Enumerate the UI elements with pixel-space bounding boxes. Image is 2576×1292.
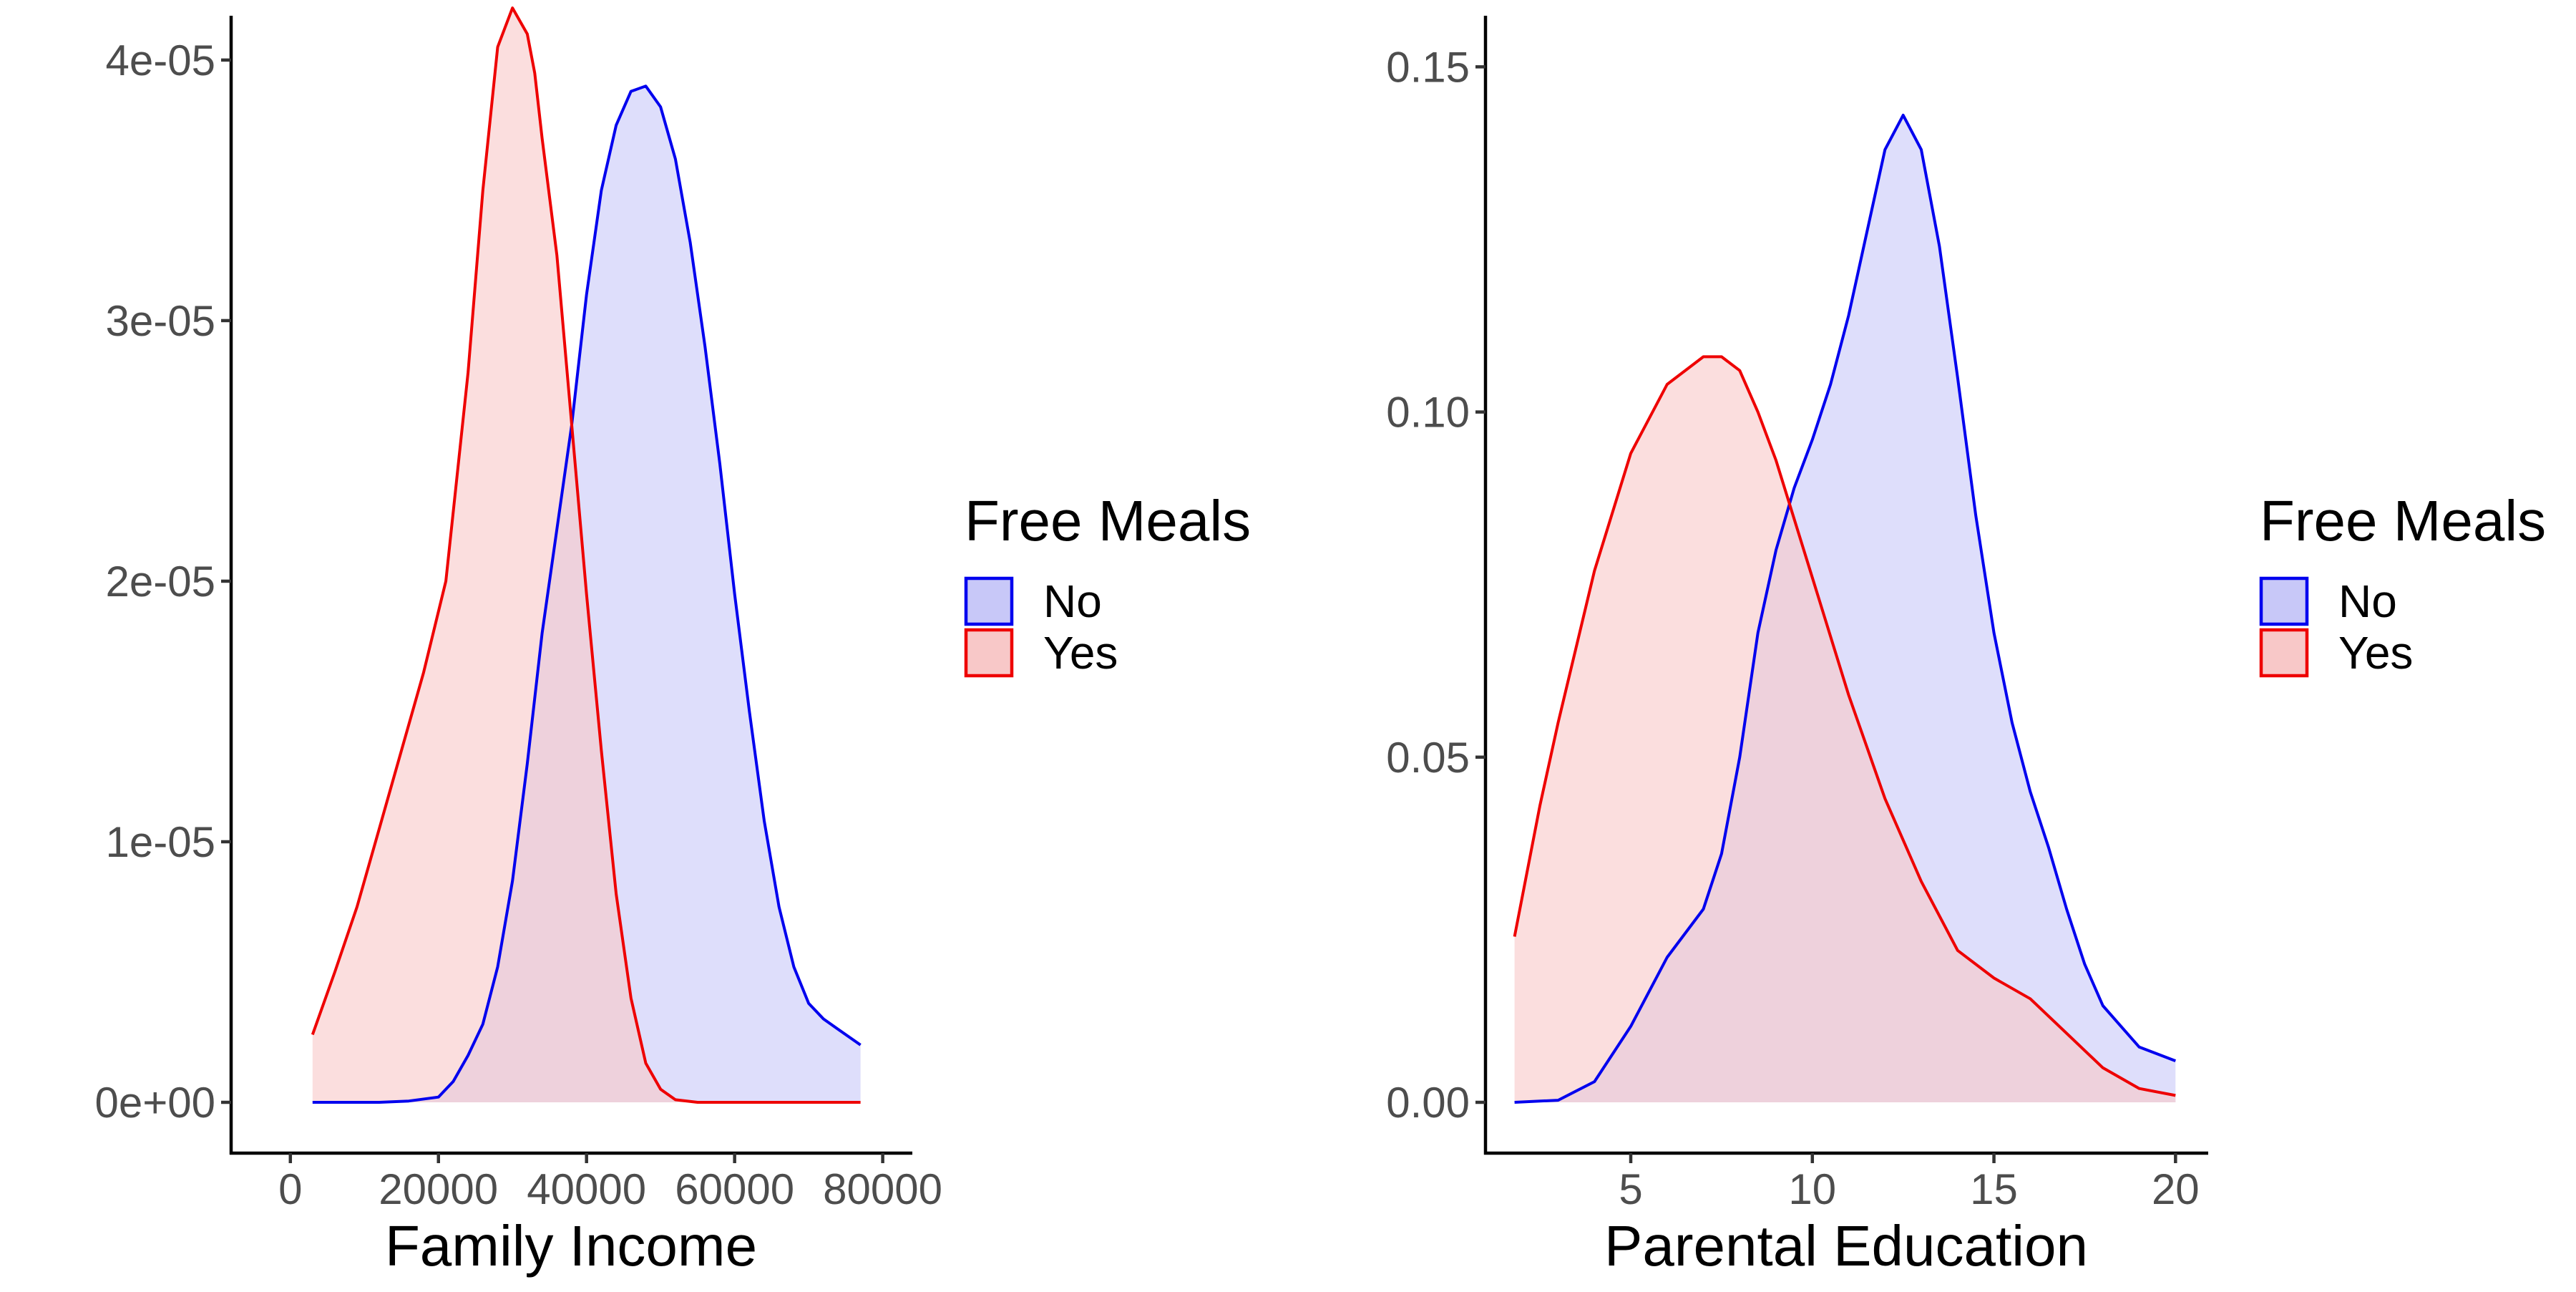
legend: Free Meals No Yes bbox=[2259, 489, 2546, 679]
density-line-yes bbox=[1513, 355, 2176, 1097]
y-tick-label: 3e-05 bbox=[106, 297, 215, 345]
legend-key-yes bbox=[964, 628, 1014, 678]
x-axis: 0 20000 40000 60000 80000 bbox=[278, 1153, 942, 1213]
density-line-no bbox=[312, 84, 862, 1104]
x-axis-title: Family Income bbox=[385, 1214, 757, 1278]
legend-key-yes bbox=[2259, 628, 2309, 678]
y-tick-label: 0.00 bbox=[1386, 1079, 1470, 1127]
density-line-yes bbox=[311, 6, 861, 1104]
y-tick-label: 0.10 bbox=[1386, 389, 1470, 437]
density-area-yes bbox=[312, 8, 861, 1103]
density-line-no bbox=[1514, 113, 2177, 1104]
legend-label-no: No bbox=[2338, 575, 2397, 627]
plot-area bbox=[311, 6, 862, 1104]
legend-key-no bbox=[2259, 576, 2309, 626]
y-axis: 0e+00 1e-05 2e-05 3e-05 4e-05 bbox=[94, 37, 231, 1127]
legend-label-yes: Yes bbox=[2338, 627, 2413, 679]
y-tick-label: 0e+00 bbox=[94, 1079, 215, 1127]
density-area-yes bbox=[1514, 356, 2176, 1102]
chart-panel-parental-education: 0.00 0.05 0.10 0.15 5 10 15 20 Parental Educat… bbox=[1386, 16, 2546, 1278]
x-tick-label: 20000 bbox=[379, 1165, 498, 1213]
x-tick-label: 40000 bbox=[527, 1165, 646, 1213]
x-axis: 5 10 15 20 bbox=[1619, 1153, 2200, 1213]
legend-title: Free Meals bbox=[965, 489, 1251, 553]
x-axis-title: Parental Education bbox=[1604, 1214, 2088, 1278]
x-tick-label: 10 bbox=[1788, 1165, 1836, 1213]
x-tick-label: 0 bbox=[278, 1165, 302, 1213]
chart-panel-family-income: 0e+00 1e-05 2e-05 3e-05 4e-05 0 20000 40000 600… bbox=[94, 6, 1251, 1278]
x-tick-label: 60000 bbox=[675, 1165, 794, 1213]
y-tick-label: 2e-05 bbox=[106, 558, 215, 606]
plot-area bbox=[1513, 113, 2177, 1104]
y-tick-label: 4e-05 bbox=[106, 37, 215, 84]
legend-label-yes: Yes bbox=[1043, 627, 1118, 679]
y-tick-label: 1e-05 bbox=[106, 818, 215, 866]
x-tick-label: 5 bbox=[1619, 1165, 1642, 1213]
density-area-no bbox=[1514, 115, 2176, 1102]
y-axis: 0.00 0.05 0.10 0.15 bbox=[1386, 43, 1485, 1127]
x-tick-label: 15 bbox=[1970, 1165, 2018, 1213]
legend-title: Free Meals bbox=[2260, 489, 2546, 553]
legend-key-no bbox=[964, 576, 1014, 626]
y-tick-label: 0.05 bbox=[1386, 734, 1470, 782]
x-tick-label: 80000 bbox=[823, 1165, 942, 1213]
y-tick-label: 0.15 bbox=[1386, 43, 1470, 91]
legend: Free Meals No Yes bbox=[964, 489, 1251, 679]
legend-label-no: No bbox=[1043, 575, 1102, 627]
x-tick-label: 20 bbox=[2152, 1165, 2200, 1213]
